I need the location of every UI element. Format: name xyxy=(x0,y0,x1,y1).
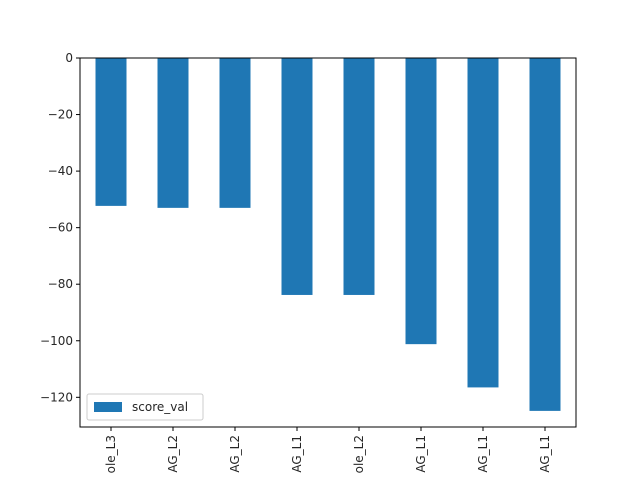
bars-group xyxy=(95,58,561,411)
x-tick-label: AG_L2 xyxy=(228,435,242,473)
y-axis: 0 −20 −40 −60 −80 −100 −120 xyxy=(40,51,80,404)
bar-4 xyxy=(343,58,375,295)
plot-frame xyxy=(79,57,577,428)
bar-3 xyxy=(281,58,313,295)
x-tick-label: ole_L3 xyxy=(104,435,118,473)
y-tick-label: −100 xyxy=(40,334,73,348)
bar-0 xyxy=(95,58,127,206)
y-tick-label: −80 xyxy=(48,277,73,291)
x-tick-label: AG_L1 xyxy=(414,435,428,473)
legend: score_val xyxy=(86,393,204,421)
legend-label: score_val xyxy=(132,400,188,414)
y-tick-label: −40 xyxy=(48,164,73,178)
bar-1 xyxy=(157,58,189,208)
bar-7 xyxy=(529,58,561,411)
x-axis: ole_L3 AG_L2 AG_L2 AG_L1 ole_L2 AG_L1 AG_L1 AG_… xyxy=(104,427,552,473)
bar-6 xyxy=(467,58,499,388)
x-tick-label: AG_L2 xyxy=(166,435,180,473)
y-tick-label: −120 xyxy=(40,390,73,404)
x-tick-label: AG_L1 xyxy=(476,435,490,473)
x-tick-label: ole_L2 xyxy=(352,435,366,473)
bar-5 xyxy=(405,58,437,345)
bar-2 xyxy=(219,58,251,208)
y-tick-label: −20 xyxy=(48,108,73,122)
legend-box xyxy=(86,393,204,421)
y-tick-label: −60 xyxy=(48,221,73,235)
legend-swatch xyxy=(94,402,122,412)
y-tick-label: 0 xyxy=(65,51,73,65)
x-tick-label: AG_L1 xyxy=(290,435,304,473)
x-tick-label: AG_L1 xyxy=(538,435,552,473)
